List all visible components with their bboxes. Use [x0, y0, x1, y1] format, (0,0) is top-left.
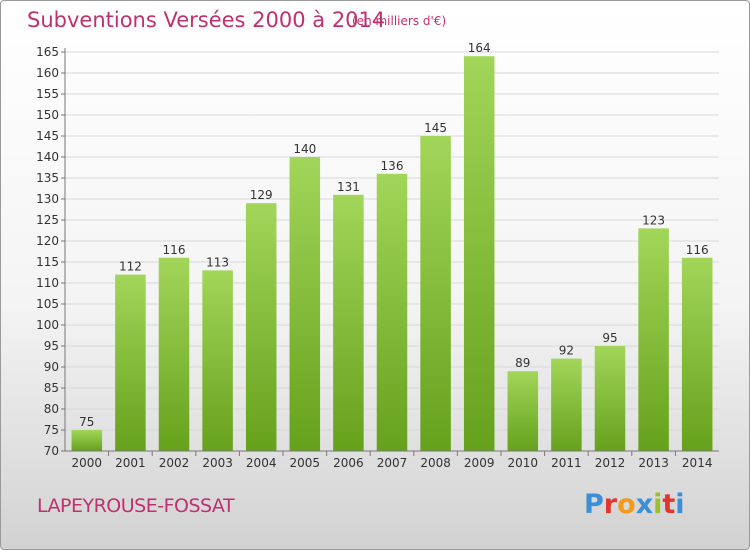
bar-2012: [594, 346, 626, 451]
x-tick-label: 2014: [682, 456, 713, 470]
data-label-2011: 92: [559, 344, 574, 358]
bar-2007: [376, 173, 408, 452]
bar-2008: [420, 136, 451, 451]
x-tick-label: 2003: [202, 456, 233, 470]
data-label-2012: 95: [602, 331, 617, 345]
data-label-2002: 116: [163, 243, 186, 257]
y-tick-label: 75: [44, 423, 59, 437]
y-axis-ticks: 70 75 80 85 90 95 100 105 110 115 120 125 130 135 140 1…: [36, 45, 65, 458]
data-label-2005: 140: [293, 142, 316, 156]
y-tick-label: 80: [44, 402, 59, 416]
x-tick-label: 2001: [115, 456, 146, 470]
data-label-2006: 131: [337, 180, 360, 194]
x-tick-label: 2006: [333, 456, 364, 470]
y-tick-label: 95: [44, 339, 59, 353]
bar-2001: [115, 274, 146, 451]
y-tick-label: 105: [36, 297, 59, 311]
data-label-2007: 136: [381, 159, 404, 173]
y-tick-label: 155: [36, 87, 59, 101]
logo-letter: x: [635, 489, 654, 520]
x-tick-label: 2004: [246, 456, 277, 470]
x-axis-ticks: 2000 2001 2002 2003 2004 2005 2006 2007 2008 2009…: [72, 451, 713, 470]
bar-2009: [463, 56, 495, 451]
bar-2010: [507, 371, 539, 451]
y-tick-label: 125: [36, 213, 59, 227]
logo-letter: o: [617, 489, 636, 520]
proxiti-logo: Proxiti: [584, 489, 685, 520]
bar-2013: [638, 228, 669, 451]
bar-chart: 70 75 80 85 90 95 100 105 110 115 120 125 130 135 140 1…: [36, 41, 719, 470]
logo-letter: i: [653, 489, 663, 520]
bar-2014: [681, 257, 713, 451]
x-tick-label: 2012: [595, 456, 626, 470]
y-tick-label: 85: [44, 381, 59, 395]
y-tick-label: 140: [36, 150, 59, 164]
commune-name: LAPEYROUSE-FOSSAT: [37, 495, 235, 517]
chart-subtitle: (en milliers d'€): [352, 14, 447, 28]
bar-2011: [551, 358, 582, 451]
x-tick-label: 2013: [638, 456, 669, 470]
x-tick-label: 2009: [464, 456, 495, 470]
data-label-2009: 164: [468, 41, 491, 55]
y-tick-label: 135: [36, 171, 59, 185]
y-tick-label: 145: [36, 129, 59, 143]
bar-2004: [245, 203, 277, 451]
bar-2002: [158, 257, 190, 451]
data-label-2010: 89: [515, 356, 530, 370]
bar-2000: [71, 430, 103, 451]
x-tick-label: 2011: [551, 456, 582, 470]
data-label-2014: 116: [686, 243, 709, 257]
y-tick-label: 130: [36, 192, 59, 206]
x-tick-label: 2000: [72, 456, 103, 470]
x-tick-label: 2002: [159, 456, 190, 470]
x-tick-label: 2008: [420, 456, 451, 470]
bar-2003: [202, 270, 233, 451]
data-label-2003: 113: [206, 255, 229, 269]
data-label-2013: 123: [642, 213, 665, 227]
y-tick-label: 115: [36, 255, 59, 269]
y-tick-label: 165: [36, 45, 59, 59]
y-tick-label: 160: [36, 66, 59, 80]
y-tick-label: 90: [44, 360, 59, 374]
data-label-2008: 145: [424, 121, 447, 135]
bars: 75 112 116 113 129 140 131 136 145 164 89 92 95 123 11…: [71, 41, 713, 452]
y-tick-label: 100: [36, 318, 59, 332]
logo-letter: r: [603, 489, 618, 520]
bar-2006: [333, 194, 364, 452]
y-tick-label: 150: [36, 108, 59, 122]
data-label-2001: 112: [119, 260, 142, 274]
data-label-2000: 75: [79, 415, 94, 429]
y-tick-label: 110: [36, 276, 59, 290]
x-tick-label: 2007: [377, 456, 408, 470]
y-tick-label: 70: [44, 444, 59, 458]
y-tick-label: 120: [36, 234, 59, 248]
logo-letter: i: [675, 489, 685, 520]
logo-letter: t: [662, 489, 676, 520]
x-tick-label: 2005: [290, 456, 321, 470]
x-tick-label: 2010: [508, 456, 539, 470]
logo-letter: P: [584, 489, 604, 520]
bar-2005: [289, 157, 321, 451]
chart-title: Subventions Versées 2000 à 2014: [27, 8, 386, 32]
data-label-2004: 129: [250, 188, 273, 202]
